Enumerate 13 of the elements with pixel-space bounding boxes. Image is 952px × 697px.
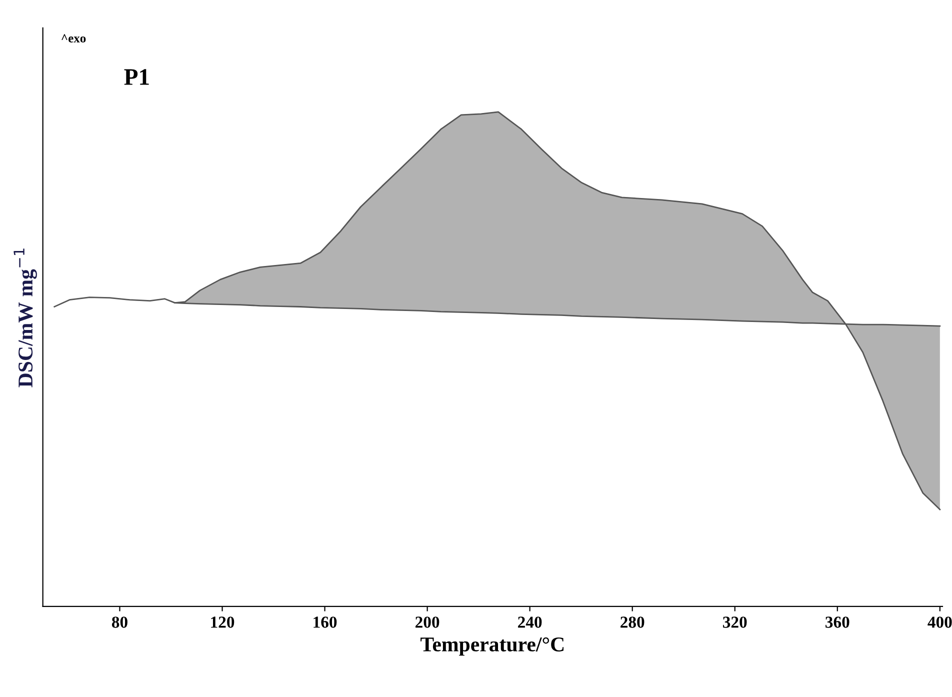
x-tick-label: 80 xyxy=(112,616,128,628)
x-tick-label: 360 xyxy=(826,616,850,628)
x-tick-label: 320 xyxy=(723,616,747,628)
x-tick-label: 280 xyxy=(620,616,644,628)
text: ^exo xyxy=(62,34,86,42)
x-tick-label: 120 xyxy=(211,616,234,628)
x-axis-title: Temperature/°C xyxy=(420,637,564,656)
x-tick-label: 240 xyxy=(518,616,542,628)
x-tick-label: 400 xyxy=(928,616,952,628)
x-tick-label: 160 xyxy=(314,616,337,628)
text: P1 xyxy=(124,69,149,85)
x-tick-label: 200 xyxy=(416,616,440,628)
y-axis-title: DSC/mW mg$^{−1}$ xyxy=(14,248,37,388)
